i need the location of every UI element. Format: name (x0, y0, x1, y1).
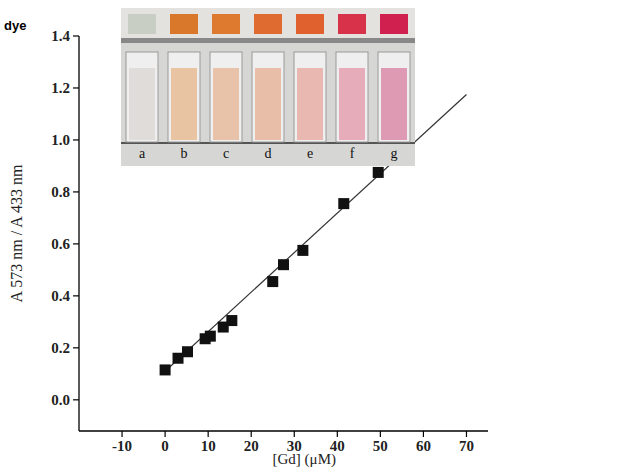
y-tick-label: 0.8 (51, 184, 70, 200)
x-tick (423, 431, 424, 437)
inset-label: g (391, 146, 398, 161)
data-point (173, 353, 184, 364)
y-tick-label: 0.4 (51, 288, 70, 304)
inset-square (296, 14, 324, 34)
inset-photo: a b c d e f g (121, 8, 415, 166)
x-tick (337, 431, 338, 437)
data-point (160, 364, 171, 375)
y-tick-label: 0.6 (51, 236, 70, 252)
x-tick-label: 60 (416, 438, 431, 454)
x-tick-label: 10 (201, 438, 216, 454)
inset-solution (255, 68, 281, 140)
x-axis-title: [Gd] (μM) (273, 451, 336, 468)
y-tick (73, 399, 79, 400)
inset-cuvette (294, 52, 326, 142)
y-tick (73, 191, 79, 192)
data-point (205, 331, 216, 342)
inset-cuvette (378, 52, 410, 142)
inset-label: b (181, 146, 188, 161)
inset-label: e (307, 146, 313, 161)
data-point (297, 245, 308, 256)
x-tick-label: 70 (459, 438, 474, 454)
annotation: dye (4, 18, 26, 33)
y-axis (78, 36, 79, 431)
y-tick-label: 1.4 (51, 28, 70, 44)
y-tick (73, 295, 79, 296)
inset-label: d (265, 146, 272, 161)
y-axis-title: A 573 nm / A 433 nm (8, 164, 25, 302)
x-tick-label: 20 (244, 438, 259, 454)
x-axis (79, 430, 488, 431)
data-point (182, 346, 193, 357)
inset-cuvette (336, 52, 368, 142)
inset-cuvette (210, 52, 242, 142)
inset-label: f (350, 146, 355, 161)
y-tick-label: 1.0 (51, 132, 70, 148)
x-tick-label: -10 (112, 438, 132, 454)
y-tick-label: 1.2 (51, 80, 70, 96)
inset-cuvette (168, 52, 200, 142)
inset-divider (121, 38, 415, 43)
inset-square (128, 14, 156, 34)
y-tick (73, 139, 79, 140)
inset-square (170, 14, 198, 34)
inset-square (380, 14, 408, 34)
inset-solution (213, 68, 239, 140)
data-point (338, 198, 349, 209)
inset-solution (129, 68, 155, 140)
inset-lower (121, 43, 415, 166)
inset-background (121, 8, 415, 166)
y-tick-label: 0.0 (51, 392, 70, 408)
x-tick-label: 0 (161, 438, 169, 454)
data-point (373, 167, 384, 178)
inset-top-strip (121, 8, 415, 38)
data-point (226, 315, 237, 326)
inset-square (212, 14, 240, 34)
inset-solution (171, 68, 197, 140)
inset-square (254, 14, 282, 34)
x-tick (466, 431, 467, 437)
data-point (278, 259, 289, 270)
chart: -100102030405060700.00.20.40.60.81.01.21… (0, 0, 628, 470)
x-tick (208, 431, 209, 437)
x-tick (121, 431, 122, 437)
y-tick (73, 35, 79, 36)
x-tick (294, 431, 295, 437)
inset-square (338, 14, 366, 34)
data-point (267, 276, 278, 287)
inset-solution (381, 68, 407, 140)
x-tick-label: 50 (373, 438, 388, 454)
inset-solution (297, 68, 323, 140)
y-tick (73, 243, 79, 244)
inset-cuvette (126, 52, 158, 142)
y-tick (73, 347, 79, 348)
inset-solution (339, 68, 365, 140)
x-tick (165, 431, 166, 437)
y-tick-label: 0.2 (51, 340, 70, 356)
inset-label: a (139, 146, 146, 161)
inset-cuvette (252, 52, 284, 142)
x-tick (380, 431, 381, 437)
x-tick (251, 431, 252, 437)
inset-label: c (223, 146, 229, 161)
y-tick (73, 87, 79, 88)
